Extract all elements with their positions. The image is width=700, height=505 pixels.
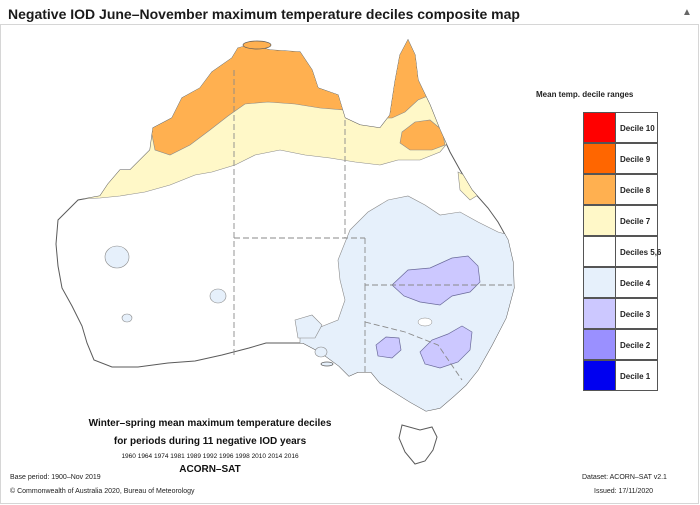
- legend-swatch: [583, 205, 616, 236]
- legend-swatch: [583, 112, 616, 143]
- legend-swatch: [583, 298, 616, 329]
- chevron-up-icon[interactable]: ▲: [682, 7, 692, 18]
- caption-years: 1960 1964 1974 1981 1989 1992 1996 1998 …: [121, 453, 299, 460]
- legend-title: Mean temp. decile ranges: [536, 90, 634, 99]
- legend-label: Decile 3: [616, 298, 658, 329]
- issued-date: Issued: 17/11/2020: [594, 488, 654, 495]
- decile-3-region-west-nsw: [391, 255, 481, 306]
- legend-label: Decile 8: [616, 174, 658, 205]
- decile-4-blob-wa-south: [209, 288, 227, 304]
- decile-8-region-cape-east: [399, 119, 446, 151]
- legend-swatch: [583, 174, 616, 205]
- legend-swatch: [583, 143, 616, 174]
- legend-label: Decile 10: [616, 112, 658, 143]
- legend-label: Decile 4: [616, 267, 658, 298]
- page-title: Negative IOD June–November maximum tempe…: [8, 6, 520, 22]
- legend-swatch: [583, 329, 616, 360]
- decile-4-blob-vic: [314, 346, 328, 358]
- legend-swatch: [583, 236, 616, 267]
- melville-island: [242, 40, 272, 50]
- legend-label: Decile 1: [616, 360, 658, 391]
- legend-swatch: [583, 267, 616, 298]
- decile-4-blob-wa-north: [104, 245, 130, 269]
- base-period: Base period: 1900–Nov 2019: [10, 474, 101, 481]
- tasmania: [398, 424, 438, 465]
- kangaroo-island: [320, 361, 334, 367]
- copyright: © Commonwealth of Australia 2020, Bureau…: [10, 488, 195, 495]
- dataset: Dataset: ACORN–SAT v2.1: [582, 474, 667, 481]
- decile-4-region-central-south: [294, 314, 323, 339]
- legend-label: Deciles 5,6: [616, 236, 661, 267]
- legend-swatch: [583, 360, 616, 391]
- decile-3-region-murray: [375, 336, 402, 359]
- decile-3-region-riverina: [419, 325, 473, 369]
- decile-4-blob-wa-coast: [121, 313, 133, 323]
- caption-product: ACORN–SAT: [179, 464, 241, 475]
- caption-line-2: for periods during 11 negative IOD years: [113, 436, 307, 447]
- legend-label: Decile 9: [616, 143, 658, 174]
- state-borders: [233, 70, 512, 381]
- legend-label: Decile 7: [616, 205, 658, 236]
- decile-4-hole-nsw: [417, 317, 433, 327]
- caption-line-1: Winter–spring mean maximum temperature d…: [88, 418, 332, 429]
- legend-label: Decile 2: [616, 329, 658, 360]
- decile-4-region-southeast: [299, 195, 514, 411]
- border-nsw-vic: [364, 321, 463, 381]
